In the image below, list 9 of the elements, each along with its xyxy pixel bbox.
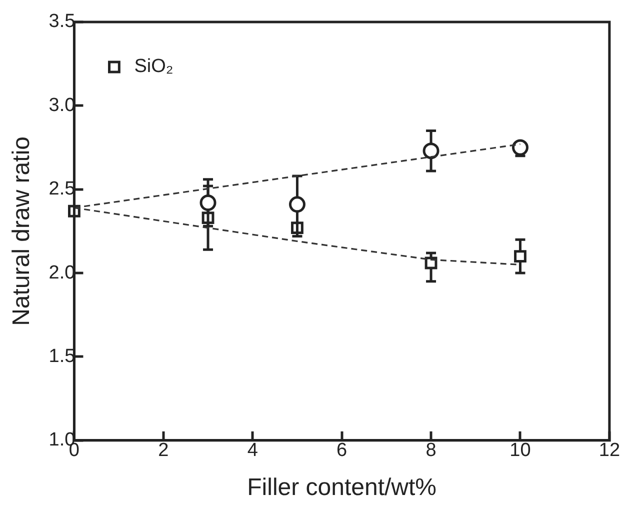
x-tick-label: 8: [426, 440, 436, 462]
x-tick-label: 2: [158, 440, 169, 462]
x-tick-label: 6: [336, 440, 348, 462]
x-tick-label: 4: [247, 440, 258, 462]
y-axis-title: Natural draw ratio: [8, 136, 36, 326]
x-tick-label: 12: [598, 440, 620, 462]
legend-label: SiO₂: [134, 56, 174, 78]
x-tick-label: 10: [510, 440, 531, 462]
x-axis-title: Filler content/wt%: [247, 474, 437, 502]
